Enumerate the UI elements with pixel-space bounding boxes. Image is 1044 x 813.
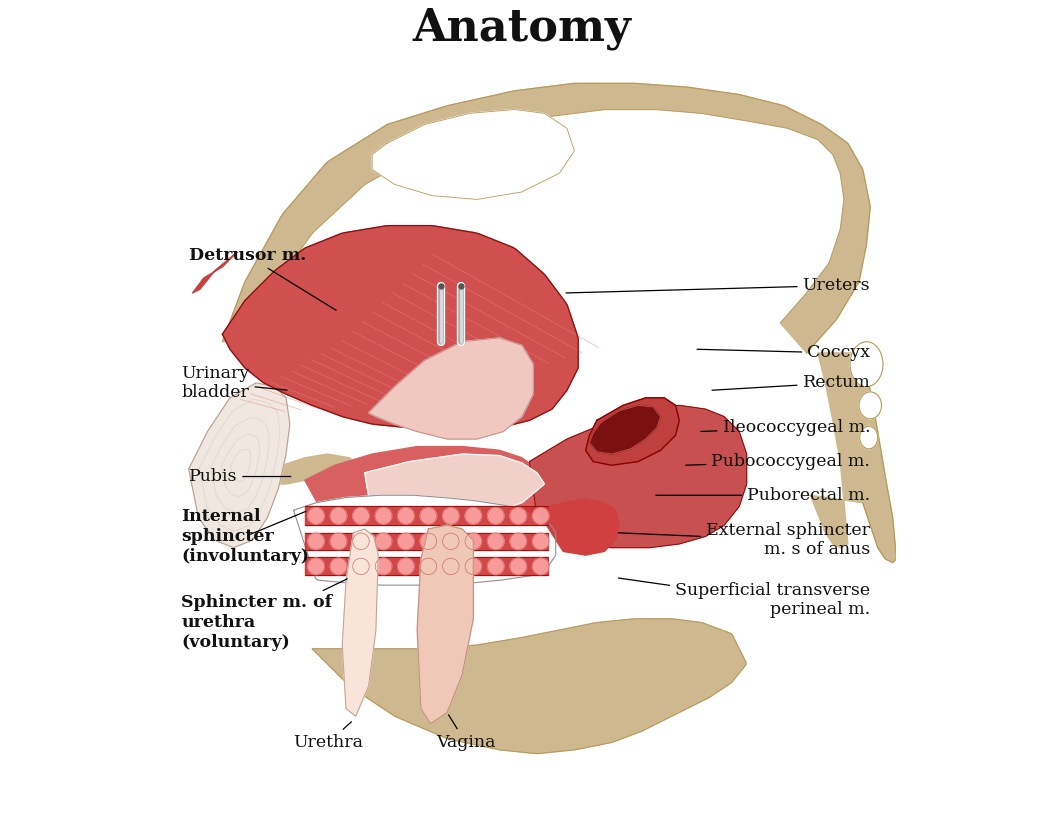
Polygon shape [364, 454, 544, 525]
Circle shape [465, 533, 481, 550]
Text: Ureters: Ureters [566, 277, 871, 294]
Circle shape [308, 559, 325, 575]
Title: Anatomy: Anatomy [412, 7, 632, 50]
Polygon shape [586, 398, 680, 465]
Circle shape [420, 559, 436, 575]
Polygon shape [222, 83, 871, 353]
Polygon shape [305, 533, 548, 550]
Circle shape [488, 559, 504, 575]
Circle shape [308, 507, 325, 524]
Ellipse shape [860, 426, 878, 449]
Polygon shape [590, 406, 661, 454]
Polygon shape [192, 252, 237, 293]
Polygon shape [369, 338, 533, 439]
Circle shape [398, 507, 414, 524]
Circle shape [420, 507, 436, 524]
Polygon shape [537, 499, 619, 555]
Text: Pubococcygeal m.: Pubococcygeal m. [686, 453, 871, 470]
Polygon shape [189, 383, 290, 548]
Circle shape [488, 507, 504, 524]
Text: Detrusor m.: Detrusor m. [189, 247, 336, 311]
Polygon shape [373, 110, 574, 199]
Circle shape [330, 533, 347, 550]
Polygon shape [305, 506, 548, 525]
Polygon shape [305, 558, 548, 576]
Text: Ileococcygeal m.: Ileococcygeal m. [701, 420, 871, 437]
Text: Internal
sphincter
(involuntary): Internal sphincter (involuntary) [182, 508, 309, 564]
Text: Urethra: Urethra [293, 722, 363, 751]
Circle shape [375, 533, 392, 550]
Polygon shape [342, 529, 378, 716]
Text: Vagina: Vagina [436, 715, 495, 751]
Polygon shape [529, 406, 746, 548]
Circle shape [398, 533, 414, 550]
Text: Sphincter m. of
urethra
(voluntary): Sphincter m. of urethra (voluntary) [182, 579, 348, 650]
Circle shape [532, 533, 549, 550]
Circle shape [443, 533, 459, 550]
Polygon shape [810, 353, 897, 563]
Text: External sphincter
m. s of anus: External sphincter m. s of anus [618, 522, 871, 559]
Circle shape [375, 507, 392, 524]
Circle shape [511, 559, 526, 575]
Circle shape [375, 559, 392, 575]
Polygon shape [222, 226, 578, 432]
Circle shape [488, 533, 504, 550]
Text: Puborectal m.: Puborectal m. [656, 487, 871, 504]
Ellipse shape [850, 341, 883, 387]
Polygon shape [293, 495, 555, 585]
Circle shape [353, 533, 370, 550]
Text: Coccyx: Coccyx [697, 345, 871, 362]
Circle shape [308, 533, 325, 550]
Circle shape [330, 507, 347, 524]
Polygon shape [264, 454, 357, 484]
Circle shape [353, 507, 370, 524]
Circle shape [532, 559, 549, 575]
Ellipse shape [859, 392, 881, 419]
Polygon shape [305, 446, 545, 548]
Circle shape [330, 559, 347, 575]
Circle shape [465, 507, 481, 524]
Circle shape [465, 559, 481, 575]
Circle shape [443, 559, 459, 575]
Circle shape [532, 507, 549, 524]
Circle shape [398, 559, 414, 575]
Text: Superficial transverse
perineal m.: Superficial transverse perineal m. [618, 578, 871, 619]
Circle shape [443, 507, 459, 524]
Circle shape [511, 507, 526, 524]
Circle shape [353, 559, 370, 575]
Text: Urinary
bladder: Urinary bladder [182, 364, 287, 401]
Text: Rectum: Rectum [712, 375, 871, 391]
Text: Pubis: Pubis [189, 468, 291, 485]
Polygon shape [418, 525, 473, 724]
Circle shape [511, 533, 526, 550]
Circle shape [420, 533, 436, 550]
Polygon shape [312, 619, 746, 754]
